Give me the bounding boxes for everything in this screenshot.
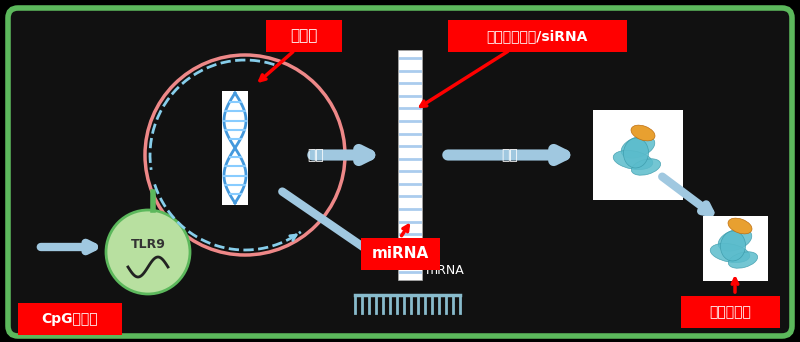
FancyBboxPatch shape	[266, 20, 342, 52]
Text: CpGオリゴ: CpGオリゴ	[42, 312, 98, 326]
FancyBboxPatch shape	[361, 238, 440, 270]
Ellipse shape	[718, 229, 752, 251]
FancyBboxPatch shape	[593, 110, 683, 200]
Ellipse shape	[728, 218, 752, 234]
Text: mRNA: mRNA	[426, 263, 465, 276]
Text: デコイ: デコイ	[290, 28, 318, 43]
Ellipse shape	[721, 231, 746, 261]
Text: TLR9: TLR9	[130, 237, 166, 250]
Text: アンチセンス/siRNA: アンチセンス/siRNA	[486, 29, 588, 43]
Ellipse shape	[631, 159, 661, 175]
Ellipse shape	[728, 252, 758, 268]
Ellipse shape	[710, 244, 750, 263]
FancyBboxPatch shape	[448, 20, 627, 52]
Text: 翻訳: 翻訳	[502, 148, 518, 162]
FancyBboxPatch shape	[8, 8, 792, 336]
Text: miRNA: miRNA	[371, 247, 429, 262]
FancyBboxPatch shape	[222, 91, 248, 205]
Ellipse shape	[622, 136, 654, 158]
FancyBboxPatch shape	[703, 216, 768, 281]
Ellipse shape	[631, 125, 655, 141]
FancyBboxPatch shape	[18, 303, 122, 335]
FancyBboxPatch shape	[681, 296, 780, 328]
Text: アプタマー: アプタマー	[709, 305, 751, 319]
Text: 転写: 転写	[308, 148, 324, 162]
Ellipse shape	[623, 138, 649, 168]
Circle shape	[106, 210, 190, 294]
FancyBboxPatch shape	[398, 50, 422, 280]
Ellipse shape	[614, 150, 653, 170]
